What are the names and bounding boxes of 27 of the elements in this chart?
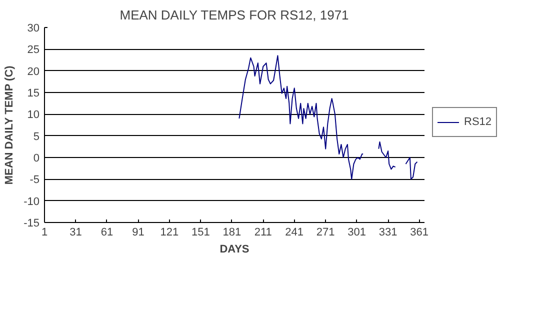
x-tick-label: 91: [132, 226, 144, 238]
y-tick-label: 30: [27, 22, 40, 34]
y-tick-label: 20: [27, 66, 40, 78]
y-tick-label: 0: [33, 152, 40, 164]
y-tick-label: -10: [24, 196, 40, 208]
y-tick-label: 5: [33, 130, 40, 143]
x-tick-label: 121: [160, 226, 179, 238]
x-tick-label: 361: [410, 226, 428, 238]
x-tick-label: 211: [254, 226, 272, 238]
y-tick-label: -5: [30, 174, 40, 186]
x-tick-label: 331: [378, 226, 398, 238]
x-tick-label: 1: [41, 226, 48, 238]
y-axis-title: MEAN DAILY TEMP (C): [4, 65, 16, 185]
x-tick-label: 61: [100, 226, 114, 238]
y-tick-label: -15: [24, 218, 40, 230]
y-tick-label: 15: [27, 88, 40, 100]
legend-label: RS12: [464, 116, 492, 128]
x-tick-label: 181: [222, 226, 242, 238]
x-axis-title: DAYS: [220, 244, 250, 256]
y-tick-label: 25: [27, 44, 40, 56]
y-tick-label: 10: [27, 109, 40, 122]
chart-title: MEAN DAILY TEMPS FOR RS12, 1971: [120, 8, 349, 22]
x-tick-label: 151: [191, 226, 210, 238]
x-tick-label: 31: [70, 226, 82, 238]
x-tick-label: 301: [348, 226, 366, 238]
x-tick-label: 241: [285, 226, 304, 238]
x-tick-label: 271: [316, 226, 335, 238]
